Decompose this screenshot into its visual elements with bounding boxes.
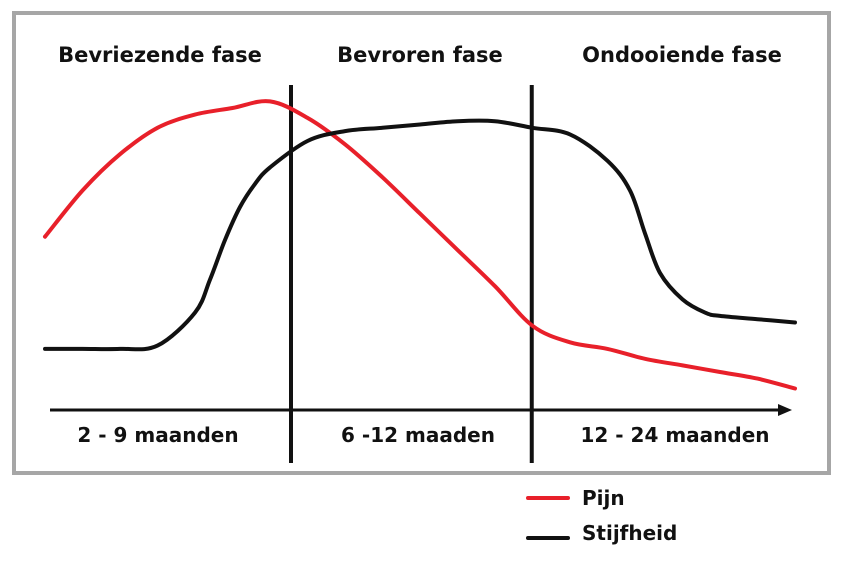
duration-label-frozen: 6 -12 maaden xyxy=(341,423,495,447)
phase-label-frozen: Bevroren fase xyxy=(337,43,503,67)
duration-label-thawing: 12 - 24 maanden xyxy=(580,423,769,447)
time-axis-arrowhead xyxy=(778,404,792,416)
legend-label-stijfheid: Stijfheid xyxy=(582,521,677,545)
series-line-stijfheid xyxy=(43,118,797,352)
series-layer xyxy=(43,99,797,391)
phase-label-thawing: Ondooiende fase xyxy=(582,43,782,67)
phase-dividers xyxy=(289,85,534,463)
chart-frame xyxy=(12,11,831,475)
series-line-pijn xyxy=(43,99,797,391)
legend-label-pijn: Pijn xyxy=(582,486,625,510)
phase-label-freezing: Bevriezende fase xyxy=(58,43,262,67)
legend: Pijn Stijfheid xyxy=(526,486,677,545)
duration-label-freezing: 2 - 9 maanden xyxy=(77,423,238,447)
